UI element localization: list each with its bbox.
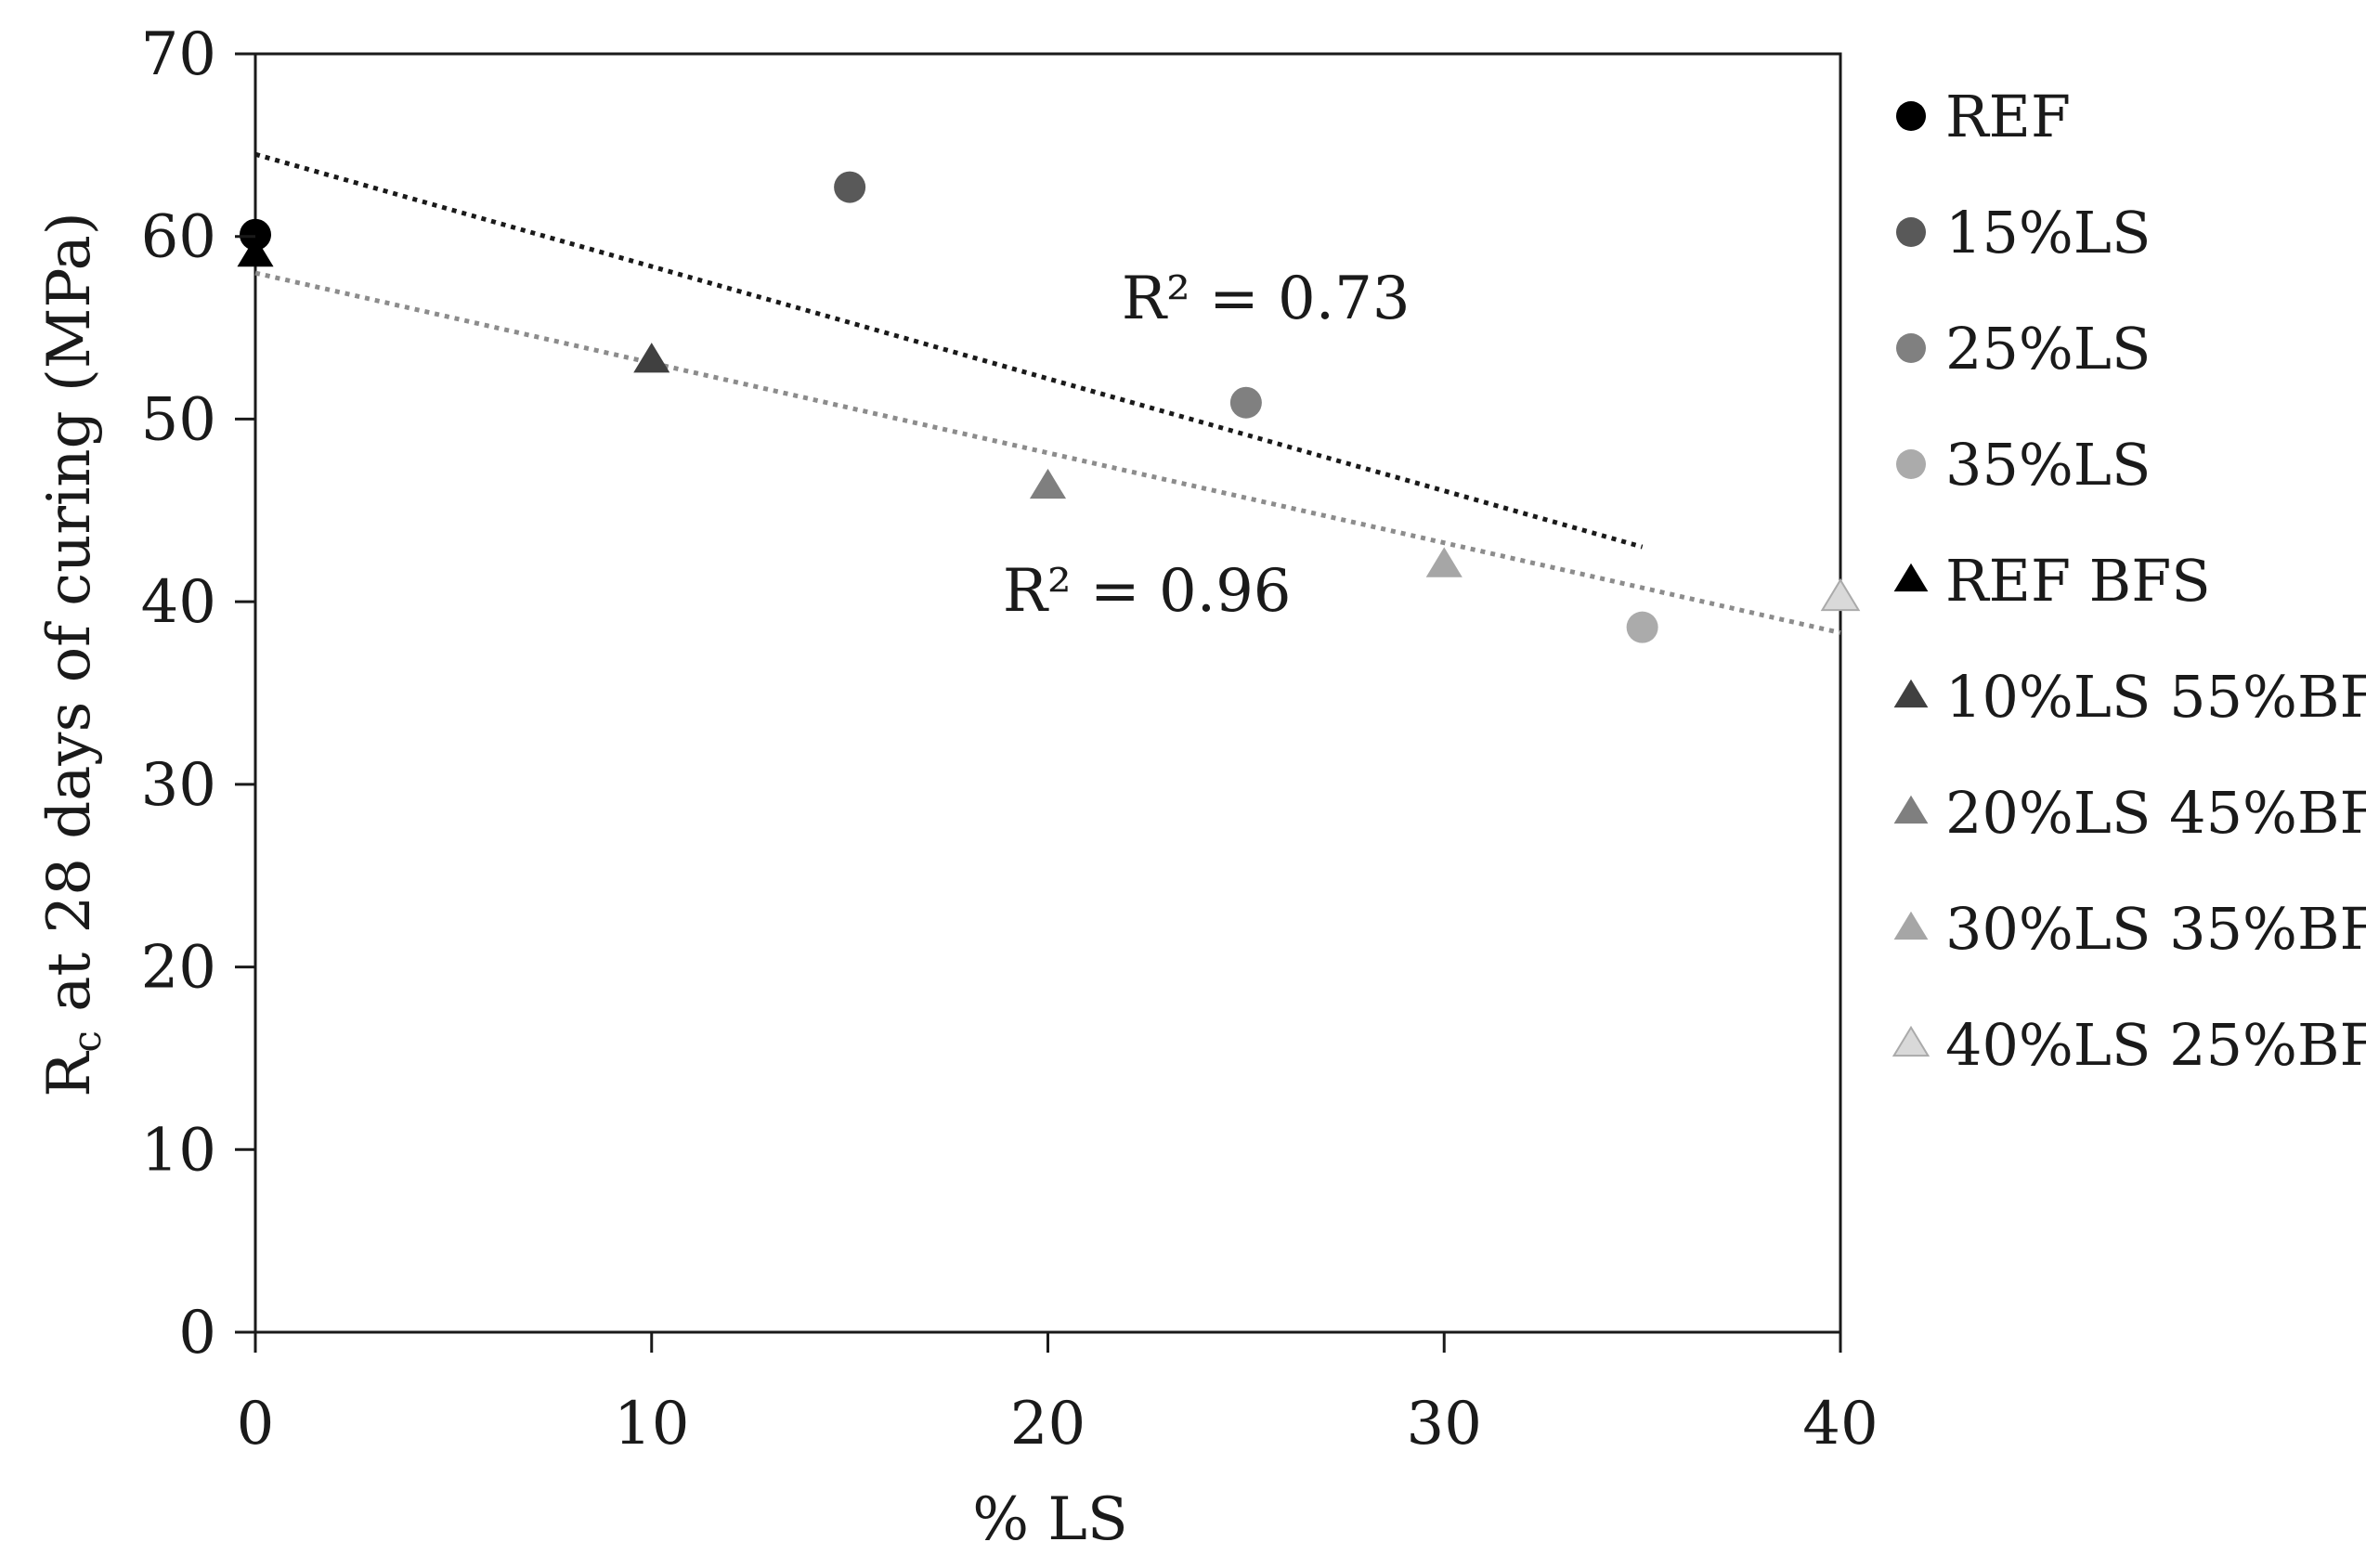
data-point-25-ls xyxy=(1229,386,1262,419)
trendline-1 xyxy=(254,151,1644,550)
data-point-35-ls xyxy=(1626,611,1658,643)
legend-marker-triangle xyxy=(1893,911,1929,940)
legend-label: REF BFS xyxy=(1945,547,2211,615)
legend-label: 35%LS xyxy=(1945,431,2151,499)
legend-marker-triangle xyxy=(1892,1025,1930,1057)
legend-marker-triangle xyxy=(1893,679,1929,708)
x-tick-label: 30 xyxy=(1407,1390,1482,1458)
data-point-40-ls-25-bfs xyxy=(1820,577,1861,612)
y-tick-label: 30 xyxy=(141,751,216,820)
y-tick-label: 10 xyxy=(141,1116,216,1185)
data-point-10-ls-55-bfs xyxy=(633,343,670,373)
y-axis-label-main: R xyxy=(35,1051,104,1097)
y-tick-label: 60 xyxy=(141,203,216,272)
x-tick-label: 0 xyxy=(237,1390,275,1458)
y-tick-label: 70 xyxy=(141,20,216,89)
legend-marker-triangle xyxy=(1893,563,1929,592)
trendline-2-r-squared-label: R² = 0.96 xyxy=(1003,557,1292,626)
y-tick-label: 50 xyxy=(141,385,216,454)
y-axis-label-subscript: c xyxy=(64,1030,110,1053)
legend-marker-circle xyxy=(1896,217,1926,247)
y-axis-label: Rc at 28 days of curing (MPa) xyxy=(35,212,110,1097)
data-point-ref-bfs xyxy=(237,237,274,267)
legend-label: 15%LS xyxy=(1945,199,2151,266)
x-axis-label: % LS xyxy=(972,1485,1128,1554)
legend-label: 25%LS xyxy=(1945,315,2151,382)
legend-marker-circle xyxy=(1896,333,1926,363)
legend-label: 40%LS 25%BFS xyxy=(1945,1011,2366,1079)
x-tick-label: 40 xyxy=(1802,1390,1878,1458)
data-point-ref xyxy=(240,218,271,251)
x-tick-label: 10 xyxy=(614,1390,689,1458)
trendline-1-r-squared-label: R² = 0.73 xyxy=(1122,265,1410,333)
axis-ticks: 0 10 20 30 40 50 60 70 0 10 20 30 40 xyxy=(141,20,1878,1458)
legend-label: 10%LS 55%BFS xyxy=(1945,663,2366,731)
data-point-30-ls-35-bfs xyxy=(1425,547,1462,577)
plot-border xyxy=(254,52,1842,1334)
legend-marker-circle xyxy=(1896,449,1926,479)
legend-marker-circle xyxy=(1896,101,1926,131)
x-tick-label: 20 xyxy=(1010,1390,1086,1458)
plot-area xyxy=(254,52,1842,1334)
trendlines: R² = 0.73 R² = 0.96 xyxy=(254,151,1841,636)
y-tick-label: 0 xyxy=(178,1299,216,1367)
data-points xyxy=(237,171,1861,643)
legend-label: REF xyxy=(1945,83,2071,150)
legend-label: 20%LS 45%BFS xyxy=(1945,779,2366,847)
legend: REF 15%LS 25%LS 35%LS REF BFS 10%LS 55%BFS 20%… xyxy=(1892,83,2366,1079)
legend-label: 30%LS 35%BFS xyxy=(1945,895,2366,963)
data-point-15-ls xyxy=(834,171,866,203)
data-point-20-ls-45-bfs xyxy=(1029,468,1067,499)
legend-marker-triangle xyxy=(1893,795,1929,824)
y-tick-label: 20 xyxy=(141,934,216,1003)
y-axis-label-rest: at 28 days of curing (MPa) xyxy=(35,212,104,1030)
y-tick-label: 40 xyxy=(141,568,216,637)
